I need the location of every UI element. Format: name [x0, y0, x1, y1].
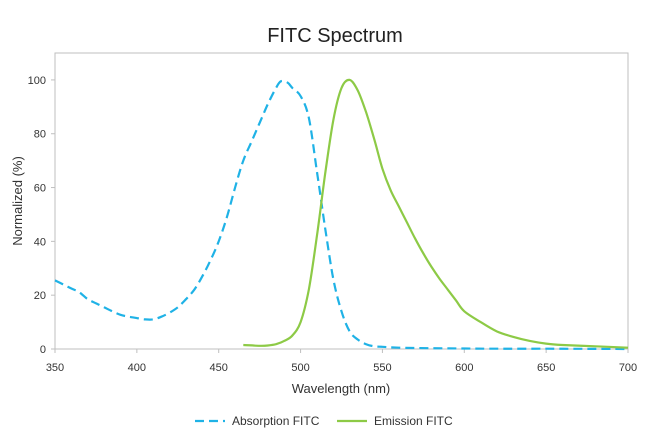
x-axis-label: Wavelength (nm) — [292, 381, 391, 396]
x-tick-label: 350 — [46, 362, 64, 374]
legend: Absorption FITC Emission FITC — [195, 414, 453, 428]
series-layer — [54, 78, 629, 351]
x-tick-label: 700 — [619, 362, 637, 374]
y-tick-label: 60 — [34, 183, 46, 195]
y-tick-label: 80 — [34, 129, 46, 141]
legend-label: Absorption FITC — [232, 414, 320, 428]
axis-ticks: 350 400 450 500 550 600 650 700 0 20 40 60 80 100 — [28, 75, 638, 374]
chart-title: FITC Spectrum — [267, 25, 403, 47]
x-tick-label: 600 — [455, 362, 473, 374]
series-line-0 — [54, 79, 629, 351]
x-tick-label: 500 — [291, 362, 309, 374]
series-line-1 — [243, 78, 629, 349]
y-tick-label: 20 — [34, 290, 46, 302]
y-axis-label: Normalized (%) — [10, 156, 25, 246]
x-tick-label: 450 — [210, 362, 228, 374]
x-tick-label: 400 — [128, 362, 146, 374]
legend-label: Emission FITC — [374, 414, 453, 428]
y-tick-label: 0 — [40, 344, 46, 356]
y-tick-label: 100 — [28, 75, 46, 87]
y-tick-label: 40 — [34, 236, 46, 248]
x-tick-label: 550 — [373, 362, 391, 374]
plot-frame — [54, 52, 629, 350]
x-tick-label: 650 — [537, 362, 555, 374]
